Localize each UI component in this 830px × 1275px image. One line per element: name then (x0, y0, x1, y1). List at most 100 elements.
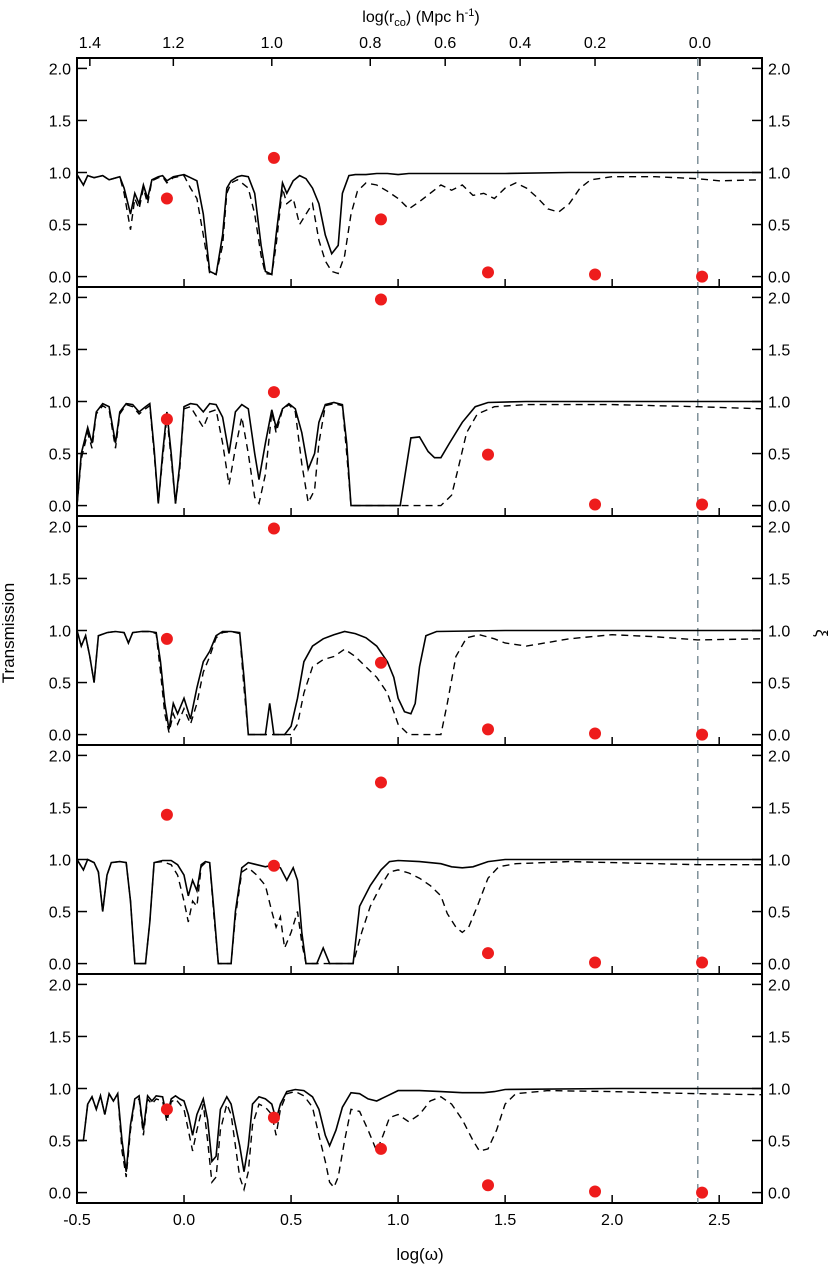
y-axis-label-right: ξ (812, 629, 830, 637)
top-axis-tick-label: 0.8 (359, 35, 381, 52)
y-axis-label-left: Transmission (0, 583, 18, 683)
y-tick-label-left: 0.5 (49, 447, 71, 464)
xi-point (696, 956, 709, 969)
y-tick-label-left: 0.0 (49, 270, 71, 287)
y-tick-label-left: 0.0 (49, 1186, 71, 1203)
panel-5: 0.0 0.0 0.5 0.5 1.0 1.0 1.5 1.5 2.0 2.0 (49, 973, 790, 1204)
y-tick-label-left: 2.0 (49, 977, 71, 994)
y-tick-label-right: 1.0 (768, 624, 790, 641)
y-tick-label-right: 1.5 (768, 800, 790, 817)
y-tick-label-left: 1.0 (49, 166, 71, 183)
top-axis-label-part: -1 (465, 7, 475, 19)
top-axis-tick-label: 1.4 (79, 35, 101, 52)
y-tick-label-left: 0.5 (49, 218, 71, 235)
y-tick-label-left: 0.5 (49, 1134, 71, 1151)
y-tick-label-right: 0.5 (768, 676, 790, 693)
dashed-series-line (77, 1089, 762, 1192)
xi-point (160, 413, 173, 426)
y-tick-label-right: 0.5 (768, 447, 790, 464)
top-axis-label-part: ) (Mpc h (406, 9, 465, 26)
panel-3: 0.0 0.0 0.5 0.5 1.0 1.0 1.5 1.5 2.0 2.0 (49, 515, 790, 746)
x-tick-label: 2.0 (601, 1212, 623, 1229)
top-axis-tick-label: 0.6 (434, 35, 456, 52)
y-tick-label-right: 2.0 (768, 977, 790, 994)
dashed-series-line (77, 630, 762, 736)
y-tick-label-left: 0.0 (49, 728, 71, 745)
y-tick-label-right: 1.5 (768, 1029, 790, 1046)
axis-labels: log(rco) (Mpc h-1) log(ω) Transmission ξ (0, 7, 830, 1264)
xi-point (374, 1142, 387, 1155)
y-tick-label-right: 1.5 (768, 342, 790, 359)
top-axis-label-part: log(r (362, 9, 395, 26)
y-tick-label-left: 2.0 (49, 748, 71, 765)
y-tick-label-left: 1.0 (49, 853, 71, 870)
top-axis-label-part: co (394, 17, 406, 29)
y-tick-label-left: 0.5 (49, 905, 71, 922)
xi-point (589, 268, 602, 281)
x-tick-label: 0.5 (280, 1212, 302, 1229)
xi-point (267, 151, 280, 164)
y-tick-label-left: 1.0 (49, 395, 71, 412)
y-tick-label-left: 2.0 (49, 290, 71, 307)
y-tick-label-right: 1.5 (768, 571, 790, 588)
x-tick-label: 2.5 (708, 1212, 730, 1229)
xi-point (160, 632, 173, 645)
y-tick-label-left: 1.5 (49, 342, 71, 359)
y-tick-label-right: 1.0 (768, 166, 790, 183)
y-tick-label-right: 0.0 (768, 1186, 790, 1203)
xi-point (374, 213, 387, 226)
y-tick-label-right: 0.5 (768, 218, 790, 235)
xi-point (589, 956, 602, 969)
bottom-axis: -0.5 0.0 0.5 1.0 1.5 2.0 2.5 (63, 1212, 730, 1229)
panels: 0.0 0.00.5 0.51.0 1.01.5 1.52.0 2.00.0 0.00.5 0… (49, 35, 791, 1229)
y-tick-label-left: 1.0 (49, 1082, 71, 1099)
y-tick-label-left: 0.0 (49, 957, 71, 974)
panel-2: 0.0 0.0 0.5 0.5 1.0 1.0 1.5 1.5 2.0 2.0 (49, 286, 790, 517)
xi-point (374, 776, 387, 789)
y-tick-label-right: 1.0 (768, 853, 790, 870)
dashed-series-line (77, 858, 762, 965)
y-tick-label-right: 1.0 (768, 1082, 790, 1099)
solid-series-line (77, 400, 762, 507)
y-tick-label-right: 0.5 (768, 1134, 790, 1151)
y-tick-label-right: 2.0 (768, 748, 790, 765)
y-tick-label-right: 1.5 (768, 113, 790, 130)
xi-point (482, 266, 494, 279)
xi-point (267, 1111, 280, 1124)
top-axis: 1.4 1.2 1.0 0.8 0.6 0.4 0.2 0.0 (79, 35, 711, 66)
xi-point (374, 656, 387, 669)
y-tick-label-right: 0.0 (768, 270, 790, 287)
top-axis-label-part: ) (474, 9, 479, 26)
solid-series-line (77, 1087, 762, 1172)
y-tick-label-left: 1.5 (49, 1029, 71, 1046)
xi-point (696, 728, 709, 741)
panel-4: 0.0 0.0 0.5 0.5 1.0 1.0 1.5 1.5 2.0 2.0 (49, 744, 790, 975)
xi-point (374, 293, 387, 306)
y-tick-label-right: 2.0 (768, 519, 790, 536)
x-tick-label: 1.0 (387, 1212, 409, 1229)
xi-point (160, 808, 173, 821)
y-tick-label-left: 1.5 (49, 800, 71, 817)
y-tick-label-left: 2.0 (49, 61, 71, 78)
top-axis-tick-label: 1.2 (162, 35, 184, 52)
xi-point (267, 386, 280, 399)
y-tick-label-left: 2.0 (49, 519, 71, 536)
y-tick-label-left: 0.5 (49, 676, 71, 693)
x-axis-label: log(ω) (396, 1245, 443, 1264)
y-tick-label-right: 0.0 (768, 499, 790, 516)
y-tick-label-left: 1.5 (49, 113, 71, 130)
dashed-series-line (77, 174, 762, 276)
xi-point (696, 498, 709, 511)
y-tick-label-left: 1.5 (49, 571, 71, 588)
x-tick-label: 1.5 (494, 1212, 516, 1229)
xi-point (696, 1186, 709, 1199)
top-axis-tick-label: 0.0 (689, 35, 711, 52)
x-tick-label: 0.0 (173, 1212, 195, 1229)
top-axis-label: log(rco) (Mpc h-1) (362, 7, 479, 29)
y-tick-label-right: 0.0 (768, 728, 790, 745)
x-tick-label: -0.5 (63, 1212, 91, 1229)
xi-point (482, 723, 494, 736)
xi-point (482, 1179, 494, 1192)
top-axis-tick-label: 0.2 (584, 35, 606, 52)
